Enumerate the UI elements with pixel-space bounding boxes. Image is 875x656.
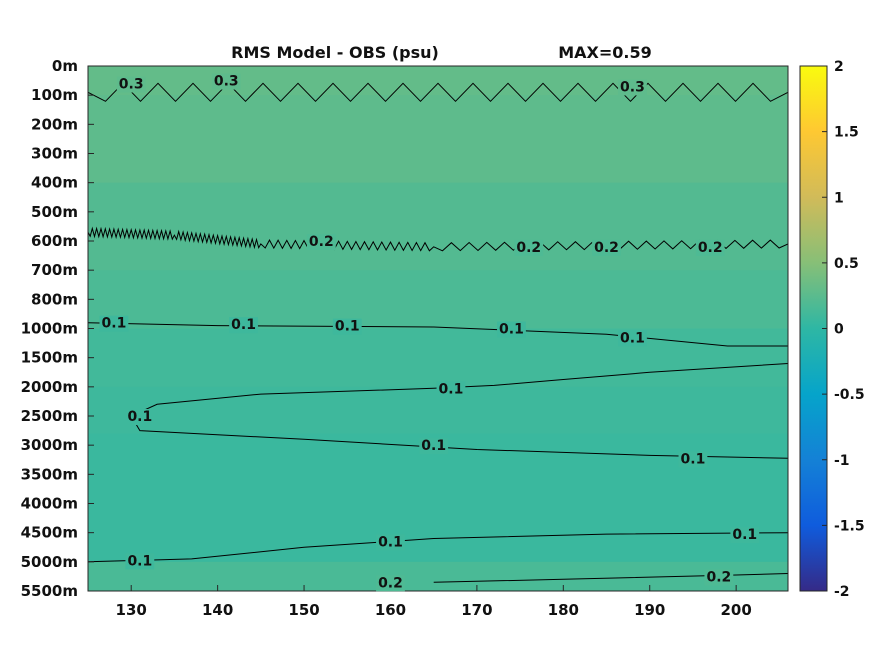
colorbar-tick-label: -1 [834,453,850,469]
contour-label: 0.2 [706,569,731,585]
y-tick-label: 300m [31,145,78,163]
contour-line [88,82,788,103]
contour-label-bg [125,409,155,425]
chart-title: RMS Model - OBS (psu) [231,43,439,62]
contour-label-bg [514,239,544,256]
field-layer [88,66,788,96]
y-tick-label: 4500m [21,524,78,542]
colorbar-tick-label: 1 [834,190,844,206]
contour-labels: 0.3 0.3 0.3 0.2 0.2 0.2 0.2 0.1 0.1 0.1 0.1 0.1 0.1 0… [99,73,760,592]
contour-label-bg [678,451,708,468]
field-layer [88,328,788,388]
y-tick-label: 200m [31,115,78,133]
contour-label: 0.1 [102,316,127,332]
y-tick-label: 3000m [21,436,78,454]
contour-label-bg [116,76,146,93]
contour-label-bg [376,575,405,592]
x-tick-label: 170 [461,601,492,619]
colorbar-tick-label: 0 [834,322,844,338]
contour-label-bg [592,239,621,256]
y-tick-label: 500m [31,203,78,221]
contour-label-bg [211,73,241,90]
y-tick-label: 2000m [21,378,78,396]
y-tick-label: 0m [52,57,78,75]
y-tick-label: 700m [31,261,78,279]
contour-label-bg [730,527,760,544]
contour-label-bg [306,234,336,250]
contour-label-bg [618,330,647,347]
contour-label-bg [436,381,466,398]
y-tick-label: 1000m [21,320,78,338]
contour-label: 0.1 [620,330,645,346]
contour-line [88,532,788,563]
field-layer [88,95,788,184]
x-axis: 130 140 150 160 170 180 190 200 [116,585,752,619]
x-tick-label: 160 [375,601,406,619]
x-tick-label: 190 [634,601,665,619]
contour-line [130,363,788,459]
y-tick-label: 600m [31,232,78,250]
colorbar-tick-label: -0.5 [834,387,865,403]
contour-label: 0.1 [335,319,360,335]
x-tick-label: 130 [116,601,147,619]
colorbar-tick-label: -2 [834,584,850,600]
y-tick-label: 3500m [21,465,78,483]
contour-label: 0.3 [620,79,645,95]
x-tick-label: 180 [548,601,579,619]
contour-label: 0.2 [378,575,403,591]
x-tick-label: 150 [288,601,319,619]
contour-label: 0.2 [594,240,619,256]
contour-label-bg [229,317,258,334]
y-axis: 0m 100m 200m 300m 400m 500m 600m 700m 800m 1000m 1… [21,57,94,600]
max-annotation: MAX=0.59 [558,43,652,62]
colorbar-axis: 2 1.5 1 0.5 0 -0.5 -1 -1.5 -2 [822,59,865,600]
contour-label: 0.2 [698,240,723,256]
contour-label: 0.2 [309,234,334,250]
contour-label: 0.3 [119,77,144,93]
colorbar-tick-label: 1.5 [834,125,859,141]
contour-lines [88,82,788,583]
field-layer [88,270,788,329]
contour-label: 0.1 [378,534,403,550]
y-tick-label: 4000m [21,495,78,513]
contour-label-bg [419,438,449,455]
contour-label-bg [497,321,526,338]
contour-line [88,226,788,252]
contour-label-bg [332,318,362,335]
y-tick-label: 5500m [21,582,78,600]
contour-label: 0.1 [439,381,464,397]
contour-label: 0.3 [214,74,239,90]
contour-label: 0.1 [421,438,446,454]
contour-label-bg [99,315,129,332]
contour-label-bg [376,534,405,551]
y-tick-label: 2500m [21,407,78,425]
colorbar-tick-label: -1.5 [834,518,865,534]
colorbar-tick-label: 2 [834,59,844,75]
contour-label-bg [125,553,155,570]
y-tick-label: 100m [31,86,78,104]
colorbar-tick-label: 0.5 [834,256,859,272]
x-tick-label: 200 [720,601,751,619]
y-tick-label: 400m [31,174,78,192]
contour-label: 0.1 [127,409,152,425]
x-tick-label: 140 [202,601,233,619]
y-tick-label: 1500m [21,349,78,367]
contour-label: 0.1 [127,553,152,569]
y-tick-label: 5000m [21,553,78,571]
contour-label-bg [618,79,647,96]
contour-label: 0.1 [231,317,256,333]
contour-label-bg [695,239,725,256]
contour-label: 0.2 [516,240,541,256]
field-layers [88,66,788,591]
contour-label-bg [704,569,734,586]
contour-label: 0.1 [681,451,706,467]
contour-line [433,573,788,583]
field-layer [88,182,788,271]
y-tick-label: 800m [31,290,78,308]
plot-area [88,66,788,591]
contour-label: 0.1 [499,322,524,338]
field-layer [88,433,788,563]
contour-label: 0.1 [732,527,757,543]
